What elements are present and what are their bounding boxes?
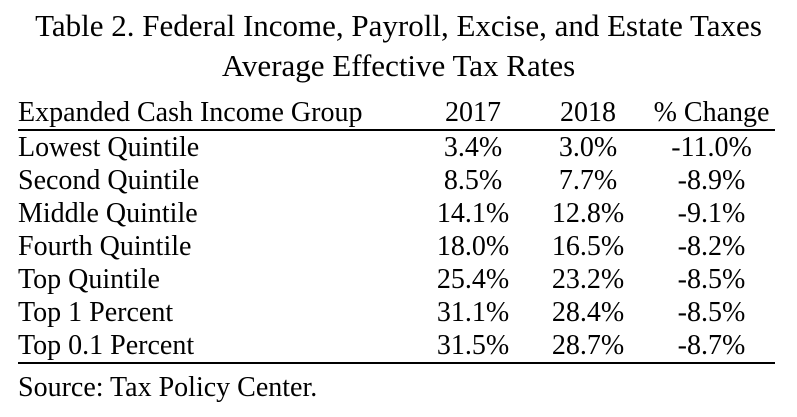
value-2017-cell: 8.5%: [443, 165, 503, 196]
change-cell: -8.7%: [648, 329, 775, 364]
change-cell: -9.1%: [677, 198, 746, 229]
table-title-line2: Average Effective Tax Rates: [221, 48, 576, 83]
group-cell: Top 1 Percent: [18, 297, 174, 328]
group-cell: Top 0.1 Percent: [18, 329, 418, 364]
table-row: Top 1 Percent 31.1% 28.4% -8.5%: [18, 296, 775, 329]
change-cell: -8.9%: [677, 165, 746, 196]
change-cell: -11.0%: [671, 132, 752, 163]
header-pct-change: % Change: [648, 96, 775, 131]
source-note: Source: Tax Policy Center.: [18, 372, 318, 403]
value-2017-cell: 31.1%: [436, 297, 510, 328]
table-row: Top Quintile 25.4% 23.2% -8.5%: [18, 263, 775, 296]
group-cell: Top Quintile: [18, 264, 160, 295]
value-2017-cell: 25.4%: [436, 264, 510, 295]
header-2017: 2017: [418, 96, 528, 131]
value-2018-cell: 28.4%: [551, 297, 625, 328]
group-cell: Fourth Quintile: [18, 231, 192, 262]
effective-tax-rates-table: Expanded Cash Income Group 2017 2018 % C…: [18, 96, 775, 364]
value-2017-cell: 31.5%: [418, 329, 528, 364]
value-2018-cell: 16.5%: [551, 231, 625, 262]
table-row: Fourth Quintile 18.0% 16.5% -8.2%: [18, 230, 775, 263]
header-income-group: Expanded Cash Income Group: [18, 96, 418, 131]
table-title-line1: Table 2. Federal Income, Payroll, Excise…: [35, 8, 762, 43]
table-body: Lowest Quintile 3.4% 3.0% -11.0% Second Quin…: [18, 130, 775, 364]
table-row: Middle Quintile 14.1% 12.8% -9.1%: [18, 197, 775, 230]
table-row: Top 0.1 Percent 31.5% 28.7% -8.7%: [18, 329, 775, 364]
value-2017-cell: 18.0%: [436, 231, 510, 262]
value-2018-cell: 3.0%: [558, 132, 618, 163]
value-2018-cell: 28.7%: [528, 329, 648, 364]
group-cell: Second Quintile: [18, 165, 200, 196]
value-2018-cell: 12.8%: [551, 198, 625, 229]
change-cell: -8.2%: [677, 231, 746, 262]
table-header: Expanded Cash Income Group 2017 2018 % C…: [18, 96, 775, 131]
header-2018: 2018: [528, 96, 648, 131]
change-cell: -8.5%: [677, 297, 746, 328]
table-title: Table 2. Federal Income, Payroll, Excise…: [0, 6, 797, 86]
change-cell: -8.5%: [677, 264, 746, 295]
value-2018-cell: 7.7%: [558, 165, 618, 196]
table-row: Lowest Quintile 3.4% 3.0% -11.0%: [18, 130, 775, 164]
header-row: Expanded Cash Income Group 2017 2018 % C…: [18, 96, 775, 131]
value-2017-cell: 14.1%: [436, 198, 510, 229]
table-row: Second Quintile 8.5% 7.7% -8.9%: [18, 164, 775, 197]
value-2018-cell: 23.2%: [551, 264, 625, 295]
value-2017-cell: 3.4%: [443, 132, 503, 163]
group-cell: Lowest Quintile: [18, 132, 200, 163]
group-cell: Middle Quintile: [18, 198, 198, 229]
